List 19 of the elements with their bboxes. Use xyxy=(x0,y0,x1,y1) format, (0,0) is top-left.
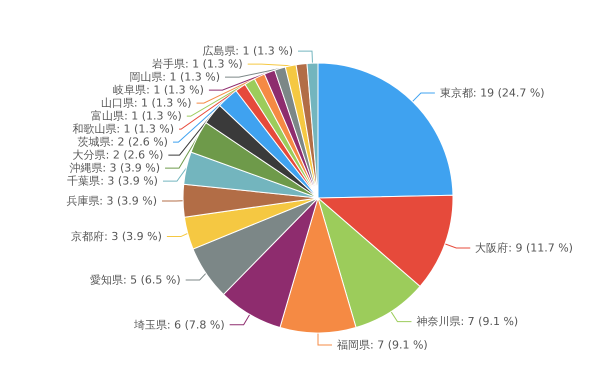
slice-label: 和歌山県: 1 (1.3 %) xyxy=(72,122,174,136)
slice-label: 大阪府: 9 (11.7 %) xyxy=(475,241,573,254)
slice-label: 神奈川県: 7 (9.1 %) xyxy=(416,315,518,328)
slice-label: 広島県: 1 (1.3 %) xyxy=(202,44,294,58)
slice-label: 岡山県: 1 (1.3 %) xyxy=(129,70,220,84)
slice-label: 愛知県: 5 (6.5 %) xyxy=(90,273,181,286)
slice-label: 富山県: 1 (1.3 %) xyxy=(91,110,182,123)
slice-label: 兵庫県: 3 (3.9 %) xyxy=(66,194,158,208)
slice-label: 大分県: 2 (2.6 %) xyxy=(72,148,164,162)
slice-label: 埼玉県: 6 (7.8 %) xyxy=(132,318,225,332)
slice-label: 福岡県: 7 (9.1 %) xyxy=(337,338,428,352)
slice-label: 沖縄県: 3 (3.9 %) xyxy=(69,162,160,175)
slice-label: 岩手県: 1 (1.3 %) xyxy=(152,58,243,71)
slice-label: 京都府: 3 (3.9 %) xyxy=(71,230,162,244)
slice-label: 東京都: 19 (24.7 %) xyxy=(440,86,545,100)
slice-label: 岐阜県: 1 (1.3 %) xyxy=(113,84,204,97)
slice-label: 山口県: 1 (1.3 %) xyxy=(100,96,192,110)
slice-label: 茨城県: 2 (2.6 %) xyxy=(77,136,168,149)
slice-label: 千葉県: 3 (3.9 %) xyxy=(67,174,158,188)
